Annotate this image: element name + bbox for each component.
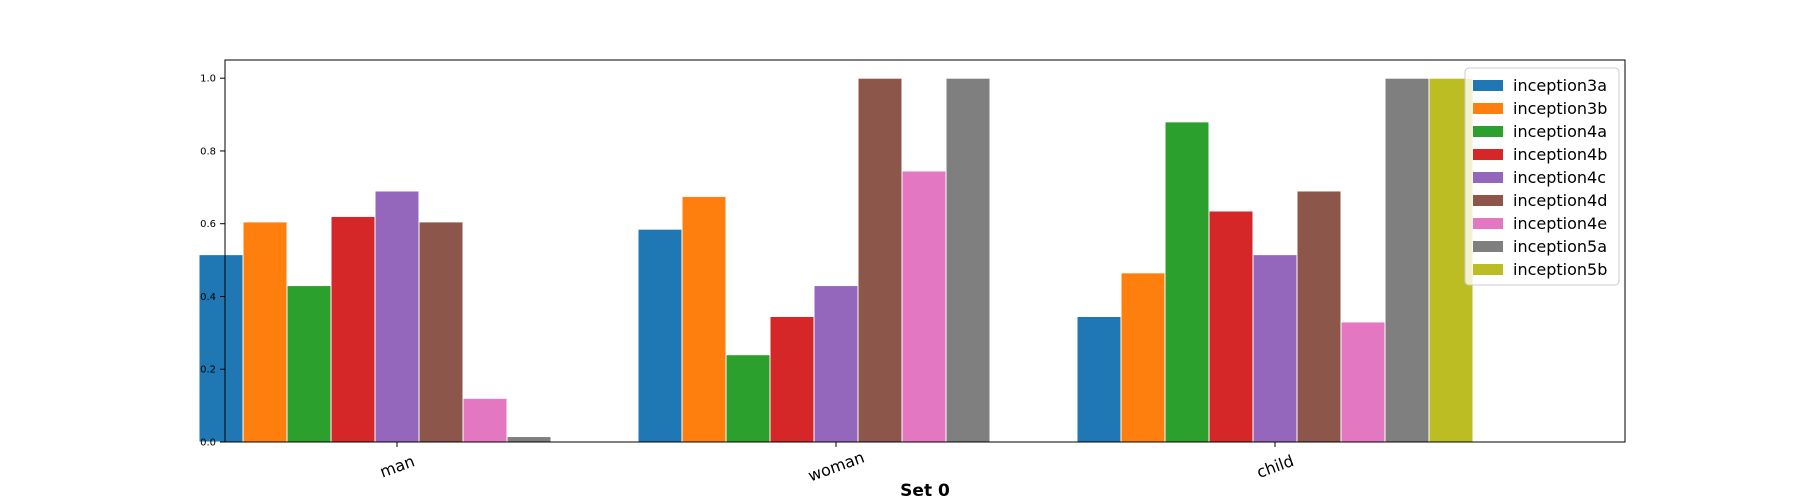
bar-inception4e-child xyxy=(1340,321,1386,443)
legend-label-inception4b: inception4b xyxy=(1513,145,1607,164)
bar-inception4a-child xyxy=(1164,121,1210,443)
legend-swatch-inception4d xyxy=(1473,195,1503,206)
x-axis-label: Set 0 xyxy=(900,481,950,501)
bar-inception4c-man xyxy=(374,190,420,443)
bar-inception5a-man xyxy=(506,436,552,443)
x-tick-label-child: child xyxy=(1254,451,1296,482)
legend: inception3a inception3b inception4a incepti… xyxy=(1464,67,1620,286)
legend-swatch-inception5a xyxy=(1473,241,1503,252)
y-tick-label: 0.6 xyxy=(200,219,216,230)
y-tick-label: 0.2 xyxy=(200,365,216,376)
bar-inception3a-woman xyxy=(637,228,683,443)
legend-label-inception5b: inception5b xyxy=(1513,260,1607,279)
x-tick-label-man: man xyxy=(377,451,417,481)
legend-box xyxy=(1464,67,1620,286)
plot-frame xyxy=(224,59,1626,443)
legend-swatch-inception3a xyxy=(1473,80,1503,91)
bar-inception4d-woman xyxy=(857,77,903,443)
legend-label-inception4e: inception4e xyxy=(1513,214,1607,233)
bar-inception4b-man xyxy=(330,215,376,443)
legend-swatch-inception4e xyxy=(1473,218,1503,229)
bar-inception4d-man xyxy=(418,221,464,443)
legend-swatch-inception4b xyxy=(1473,149,1503,160)
legend-label-inception3b: inception3b xyxy=(1513,99,1607,118)
bar-inception3a-man xyxy=(198,254,244,443)
legend-label-inception3a: inception3a xyxy=(1513,76,1607,95)
legend-swatch-inception4a xyxy=(1473,126,1503,137)
bar-inception5a-woman xyxy=(945,77,991,443)
bar-inception4b-woman xyxy=(769,315,815,443)
legend-label-inception4a: inception4a xyxy=(1513,122,1607,141)
bar-inception4a-woman xyxy=(725,354,771,443)
y-tick-label: 0.8 xyxy=(200,146,216,157)
bar-inception3b-man xyxy=(242,221,288,443)
bar-inception4e-man xyxy=(462,397,508,443)
y-tick-label: 0.0 xyxy=(200,438,216,449)
legend-swatch-inception3b xyxy=(1473,103,1503,114)
bar-inception3b-child xyxy=(1120,272,1166,443)
legend-swatch-inception5b xyxy=(1473,264,1503,275)
bars-group xyxy=(198,77,1474,443)
legend-label-inception4d: inception4d xyxy=(1513,191,1607,210)
legend-swatch-inception4c xyxy=(1473,172,1503,183)
y-tick-label: 1.0 xyxy=(200,74,216,85)
x-tick-label-woman: woman xyxy=(805,448,866,486)
bar-inception4a-man xyxy=(286,285,332,443)
bar-inception3b-woman xyxy=(681,195,727,443)
bar-inception4c-child xyxy=(1252,254,1298,443)
bar-inception4d-child xyxy=(1296,190,1342,443)
y-tick-label: 0.4 xyxy=(200,292,216,303)
bar-inception5a-child xyxy=(1384,77,1430,443)
bar-inception3a-child xyxy=(1076,315,1122,443)
bar-inception4b-child xyxy=(1208,210,1254,443)
bar-inception4c-woman xyxy=(813,285,859,443)
legend-label-inception4c: inception4c xyxy=(1513,168,1606,187)
legend-label-inception5a: inception5a xyxy=(1513,237,1607,256)
bar-inception4e-woman xyxy=(901,170,947,443)
